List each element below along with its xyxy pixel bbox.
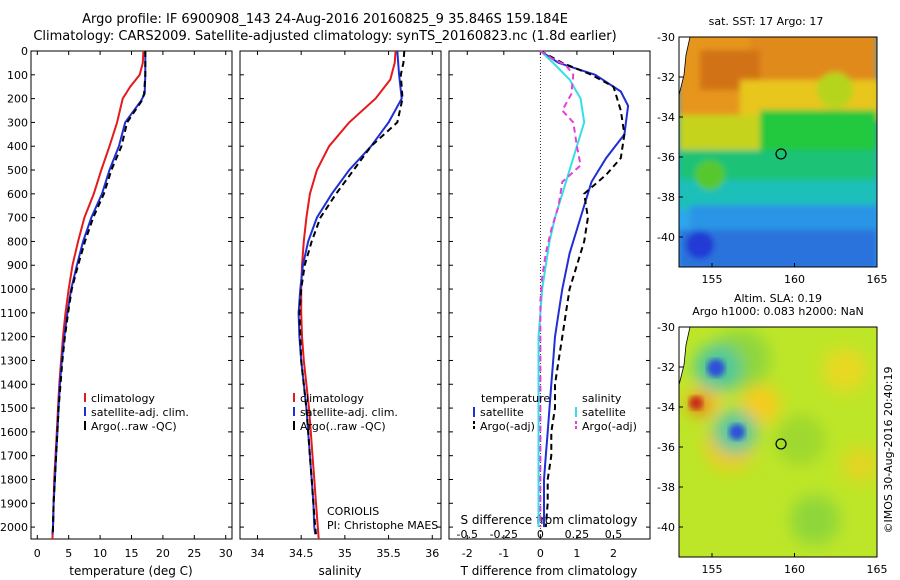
temperature-xlabel: temperature (deg C) xyxy=(69,564,192,578)
legend-label: satellite-adj. clim. xyxy=(91,406,189,419)
figure-title-line2: Climatology: CARS2009. Satellite-adjuste… xyxy=(33,29,617,44)
map-lon-label: 165 xyxy=(867,563,888,576)
legend-label: satellite-adj. clim. xyxy=(300,406,398,419)
chart-marks: 0100200300400500600700800900100011001200… xyxy=(0,31,888,576)
legend-label: Argo(-adj) xyxy=(480,420,535,433)
map-lat-label: -34 xyxy=(657,111,675,124)
x-tick-label: 1 xyxy=(573,547,580,560)
map-lat-label: -40 xyxy=(657,521,675,534)
x-tick-label: 0 xyxy=(34,547,41,560)
s-difference-tick-label: -0.5 xyxy=(457,528,478,541)
map-lat-label: -38 xyxy=(657,191,675,204)
legend-label: satellite xyxy=(582,406,626,419)
sla-map-title: Altim. SLA: 0.19 xyxy=(734,292,822,305)
x-tick-label: 20 xyxy=(156,547,170,560)
series-line-argo-raw-qc- xyxy=(298,50,406,535)
salinity-axes xyxy=(239,50,442,540)
legend-label: Argo(..raw -QC) xyxy=(300,420,386,433)
depth-tick-label: 900 xyxy=(7,259,28,272)
map-lat-label: -36 xyxy=(657,441,675,454)
map-lon-label: 160 xyxy=(784,563,805,576)
map-lat-label: -34 xyxy=(657,401,675,414)
depth-tick-label: 1000 xyxy=(0,283,28,296)
legend-label: climatology xyxy=(300,392,364,405)
map-lon-label: 155 xyxy=(702,563,723,576)
x-tick-label: 25 xyxy=(187,547,201,560)
depth-tick-label: 1600 xyxy=(0,426,28,439)
s-difference-tick-label: 0.25 xyxy=(565,528,590,541)
legend-label: climatology xyxy=(91,392,155,405)
x-tick-label: -1 xyxy=(498,547,509,560)
series-line-temperature-argo-adj- xyxy=(539,50,626,528)
depth-tick-label: 400 xyxy=(7,140,28,153)
sla-map xyxy=(679,327,877,557)
depth-tick-label: 1700 xyxy=(0,450,28,463)
map-lat-label: -30 xyxy=(657,321,675,334)
series-line-salinity-argo-adj- xyxy=(539,50,582,528)
map-lat-label: -32 xyxy=(657,71,675,84)
argo-position-marker xyxy=(775,438,787,450)
depth-tick-label: 1800 xyxy=(0,473,28,486)
x-tick-label: 2 xyxy=(610,547,617,560)
legend-title-temperature: temperature xyxy=(481,392,550,405)
map-lon-label: 155 xyxy=(702,273,723,286)
salinity-xlabel: salinity xyxy=(318,564,361,578)
s-difference-tick-label: 0.5 xyxy=(605,528,623,541)
map-lat-label: -30 xyxy=(657,31,675,44)
sla-map-subtitle: Argo h1000: 0.083 h2000: NaN xyxy=(692,305,864,318)
x-tick-label: 35.5 xyxy=(376,547,401,560)
argo-position-marker xyxy=(775,148,787,160)
legend-label: Argo(-adj) xyxy=(582,420,637,433)
x-tick-label: 34.5 xyxy=(289,547,314,560)
depth-tick-label: 1900 xyxy=(0,497,28,510)
x-tick-label: 35 xyxy=(338,547,352,560)
depth-tick-label: 1300 xyxy=(0,354,28,367)
series-line-temperature-satellite xyxy=(539,50,630,528)
temperature-axes xyxy=(30,50,233,540)
x-tick-label: 34 xyxy=(250,547,264,560)
map-lat-label: -40 xyxy=(657,231,675,244)
sst-map-title: sat. SST: 17 Argo: 17 xyxy=(709,15,824,28)
imos-credit: ©IMOS 30-Aug-2016 20:40:19 xyxy=(882,367,895,534)
map-lon-label: 160 xyxy=(784,273,805,286)
map-lon-label: 165 xyxy=(867,273,888,286)
depth-tick-label: 700 xyxy=(7,212,28,225)
s-difference-tick-label: -0.25 xyxy=(490,528,518,541)
depth-tick-label: 2000 xyxy=(0,521,28,534)
depth-tick-label: 800 xyxy=(7,235,28,248)
s-difference-xlabel: S difference from climatology xyxy=(461,513,638,527)
map-lat-label: -32 xyxy=(657,361,675,374)
centre-credit: CORIOLIS xyxy=(327,505,379,518)
legend-label: satellite xyxy=(480,406,524,419)
depth-tick-label: 200 xyxy=(7,93,28,106)
depth-tick-label: 300 xyxy=(7,116,28,129)
x-tick-label: 15 xyxy=(125,547,139,560)
difference-axes xyxy=(448,50,651,540)
x-tick-label: 36 xyxy=(425,547,439,560)
map-lat-label: -38 xyxy=(657,481,675,494)
depth-tick-label: 1500 xyxy=(0,402,28,415)
pi-credit: PI: Christophe MAES xyxy=(327,519,438,532)
figure-title-line1: Argo profile: IF 6900908_143 24-Aug-2016… xyxy=(82,12,568,27)
sst-map xyxy=(679,37,877,267)
x-tick-label: 30 xyxy=(219,547,233,560)
s-difference-tick-label: 0 xyxy=(537,528,544,541)
legend-label: Argo(..raw -QC) xyxy=(91,420,177,433)
x-tick-label: -2 xyxy=(462,547,473,560)
x-tick-label: 5 xyxy=(65,547,72,560)
t-difference-xlabel: T difference from climatology xyxy=(460,564,638,578)
depth-tick-label: 1100 xyxy=(0,307,28,320)
depth-tick-label: 0 xyxy=(21,45,28,58)
legend-title-salinity: salinity xyxy=(582,392,622,405)
depth-tick-label: 100 xyxy=(7,69,28,82)
depth-tick-label: 600 xyxy=(7,188,28,201)
x-tick-label: 10 xyxy=(93,547,107,560)
map-lat-label: -36 xyxy=(657,151,675,164)
depth-tick-label: 1200 xyxy=(0,331,28,344)
x-tick-label: 0 xyxy=(537,547,544,560)
series-line-argo-raw-qc- xyxy=(52,51,147,535)
depth-tick-label: 500 xyxy=(7,164,28,177)
depth-tick-label: 1400 xyxy=(0,378,28,391)
